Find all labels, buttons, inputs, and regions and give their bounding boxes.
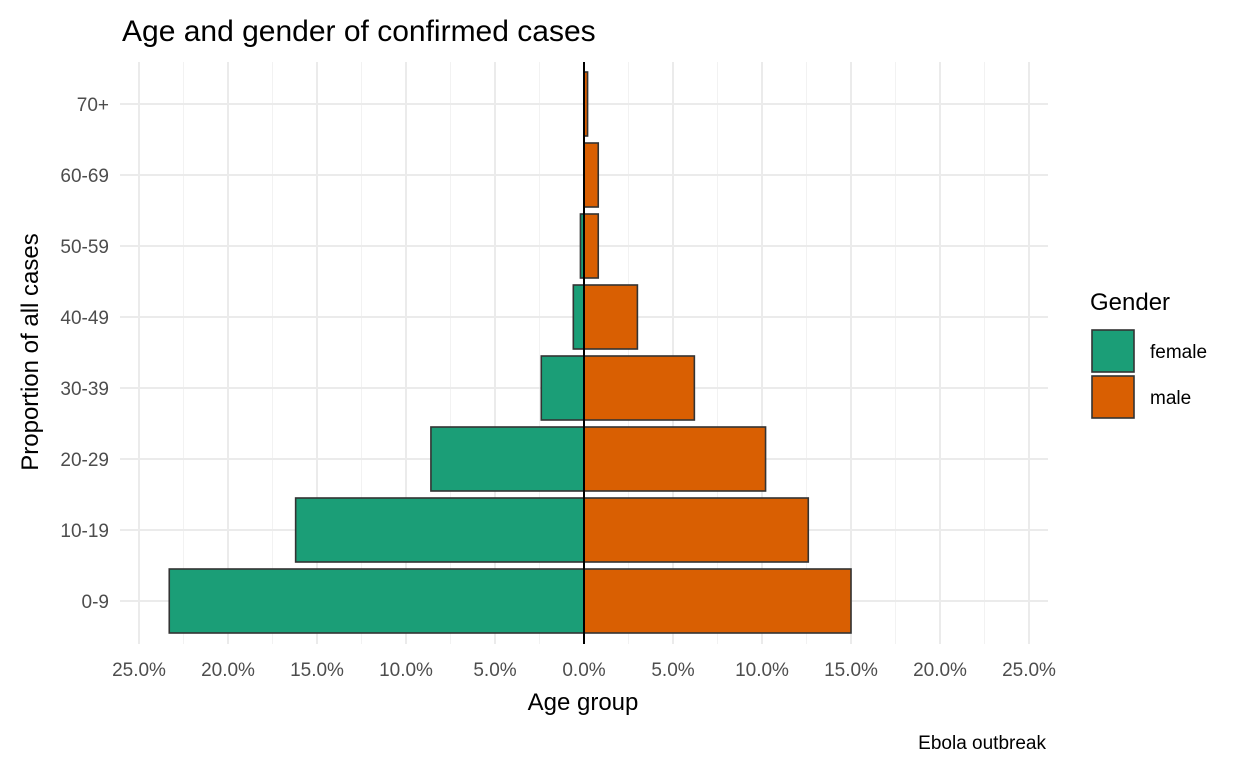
x-tick-label: 0.0%	[562, 660, 605, 681]
bar-male-40-49	[583, 284, 639, 350]
legend-label-male: male	[1150, 388, 1191, 409]
y-tick-label: 30-39	[60, 379, 109, 400]
bar-female-20-29	[430, 426, 585, 492]
bar-male-60-69	[583, 142, 600, 208]
x-tick-label: 20.0%	[201, 660, 255, 681]
x-tick-label: 5.0%	[651, 660, 694, 681]
y-tick-label: 60-69	[60, 166, 109, 187]
bar-male-10-19	[583, 497, 810, 563]
y-tick-label: 40-49	[60, 308, 109, 329]
y-tick-labels: 0-9 10-19 20-29 30-39 40-49 50-59 60-69 70+	[60, 95, 109, 613]
bar-male-50-59	[583, 213, 600, 279]
x-tick-label: 10.0%	[735, 660, 789, 681]
y-tick-label: 0-9	[82, 592, 109, 613]
x-tick-label: 10.0%	[379, 660, 433, 681]
x-tick-labels: 25.0% 20.0% 15.0% 10.0% 5.0% 0.0% 5.0% 10.0% 15.…	[112, 660, 1056, 681]
legend-title: Gender	[1090, 289, 1170, 316]
bar-female-40-49	[572, 284, 585, 350]
legend-items: female male	[1091, 329, 1207, 419]
bar-female-0-9	[168, 568, 585, 634]
y-tick-label: 20-29	[60, 450, 109, 471]
bar-female-30-39	[540, 355, 585, 421]
chart-caption: Ebola outbreak	[918, 733, 1046, 754]
bar-male-30-39	[583, 355, 696, 421]
x-tick-label: 25.0%	[112, 660, 166, 681]
y-tick-label: 10-19	[60, 521, 109, 542]
y-tick-label: 50-59	[60, 237, 109, 258]
bar-male-0-9	[583, 568, 852, 634]
x-tick-label: 15.0%	[824, 660, 878, 681]
x-tick-label: 15.0%	[290, 660, 344, 681]
x-tick-label: 20.0%	[913, 660, 967, 681]
y-tick-label: 70+	[77, 95, 109, 116]
bars	[168, 71, 852, 634]
bar-male-20-29	[583, 426, 767, 492]
x-tick-label: 25.0%	[1002, 660, 1056, 681]
x-axis-title: Age group	[528, 689, 639, 716]
chart-title: Age and gender of confirmed cases	[122, 15, 596, 48]
bar-female-10-19	[294, 497, 585, 563]
y-axis-title: Proportion of all cases	[17, 233, 44, 470]
x-tick-label: 5.0%	[473, 660, 516, 681]
legend: Gender female male	[1090, 289, 1207, 419]
legend-key-female	[1091, 329, 1135, 373]
legend-key-male	[1091, 375, 1135, 419]
legend-label-female: female	[1150, 342, 1207, 363]
